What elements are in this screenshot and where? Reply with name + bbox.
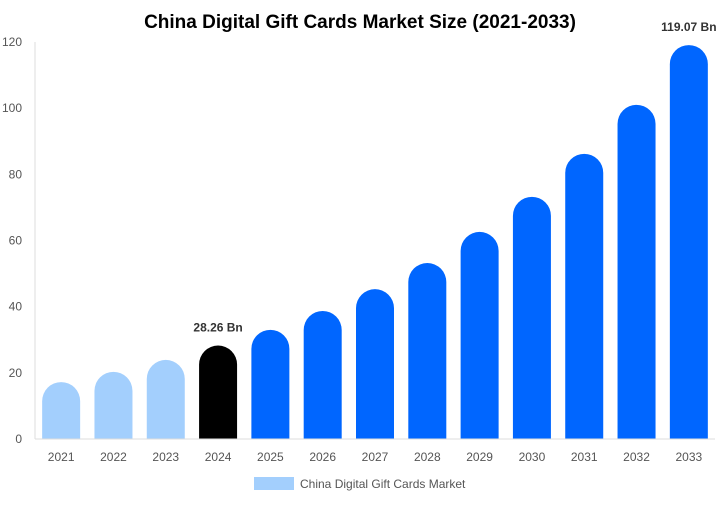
x-tick-label: 2028 bbox=[414, 450, 441, 464]
x-tick-label: 2026 bbox=[309, 450, 336, 464]
x-tick-label: 2027 bbox=[362, 450, 389, 464]
chart-title: China Digital Gift Cards Market Size (20… bbox=[144, 12, 576, 33]
y-axis: 0 20 40 60 80 100 120 bbox=[2, 35, 36, 446]
bar-2026 bbox=[303, 310, 342, 439]
data-label: 28.26 Bn bbox=[193, 321, 242, 335]
bar-2024 bbox=[199, 345, 238, 439]
x-tick-label: 2022 bbox=[100, 450, 127, 464]
x-tick-label: 2033 bbox=[675, 450, 702, 464]
y-tick-label: 120 bbox=[2, 35, 22, 49]
x-tick-label: 2029 bbox=[466, 450, 493, 464]
bar-2031 bbox=[565, 153, 604, 440]
x-tick-label: 2024 bbox=[205, 450, 232, 464]
x-tick-label: 2031 bbox=[571, 450, 598, 464]
data-label: 119.07 Bn bbox=[661, 20, 716, 34]
x-axis: 2021 2022 2023 2024 2025 2026 2027 2028 2029 2030… bbox=[35, 438, 715, 464]
bar-2023 bbox=[146, 359, 185, 439]
data-labels: 28.26 Bn 119.07 Bn bbox=[193, 20, 716, 334]
bar-2028 bbox=[408, 262, 447, 439]
x-tick-label: 2032 bbox=[623, 450, 650, 464]
bar-2029 bbox=[460, 231, 499, 439]
y-tick-label: 80 bbox=[9, 167, 23, 181]
y-tick-label: 60 bbox=[9, 234, 23, 248]
legend[interactable]: China Digital Gift Cards Market bbox=[254, 477, 466, 491]
bar-2033 bbox=[669, 45, 708, 439]
legend-swatch bbox=[254, 477, 294, 490]
y-tick-label: 100 bbox=[2, 101, 22, 115]
y-tick-label: 40 bbox=[9, 300, 23, 314]
x-tick-label: 2023 bbox=[152, 450, 179, 464]
legend-label: China Digital Gift Cards Market bbox=[300, 477, 466, 491]
bar-2032 bbox=[617, 104, 656, 439]
x-tick-label: 2030 bbox=[519, 450, 546, 464]
y-tick-label: 20 bbox=[9, 366, 23, 380]
bar-2021 bbox=[42, 382, 81, 439]
y-tick-label: 0 bbox=[15, 432, 22, 446]
x-tick-label: 2025 bbox=[257, 450, 284, 464]
x-tick-label: 2021 bbox=[48, 450, 75, 464]
bars bbox=[42, 45, 708, 440]
bar-2030 bbox=[512, 196, 551, 439]
bar-2025 bbox=[251, 329, 290, 439]
bar-2027 bbox=[356, 289, 394, 439]
bar-2022 bbox=[94, 371, 133, 439]
